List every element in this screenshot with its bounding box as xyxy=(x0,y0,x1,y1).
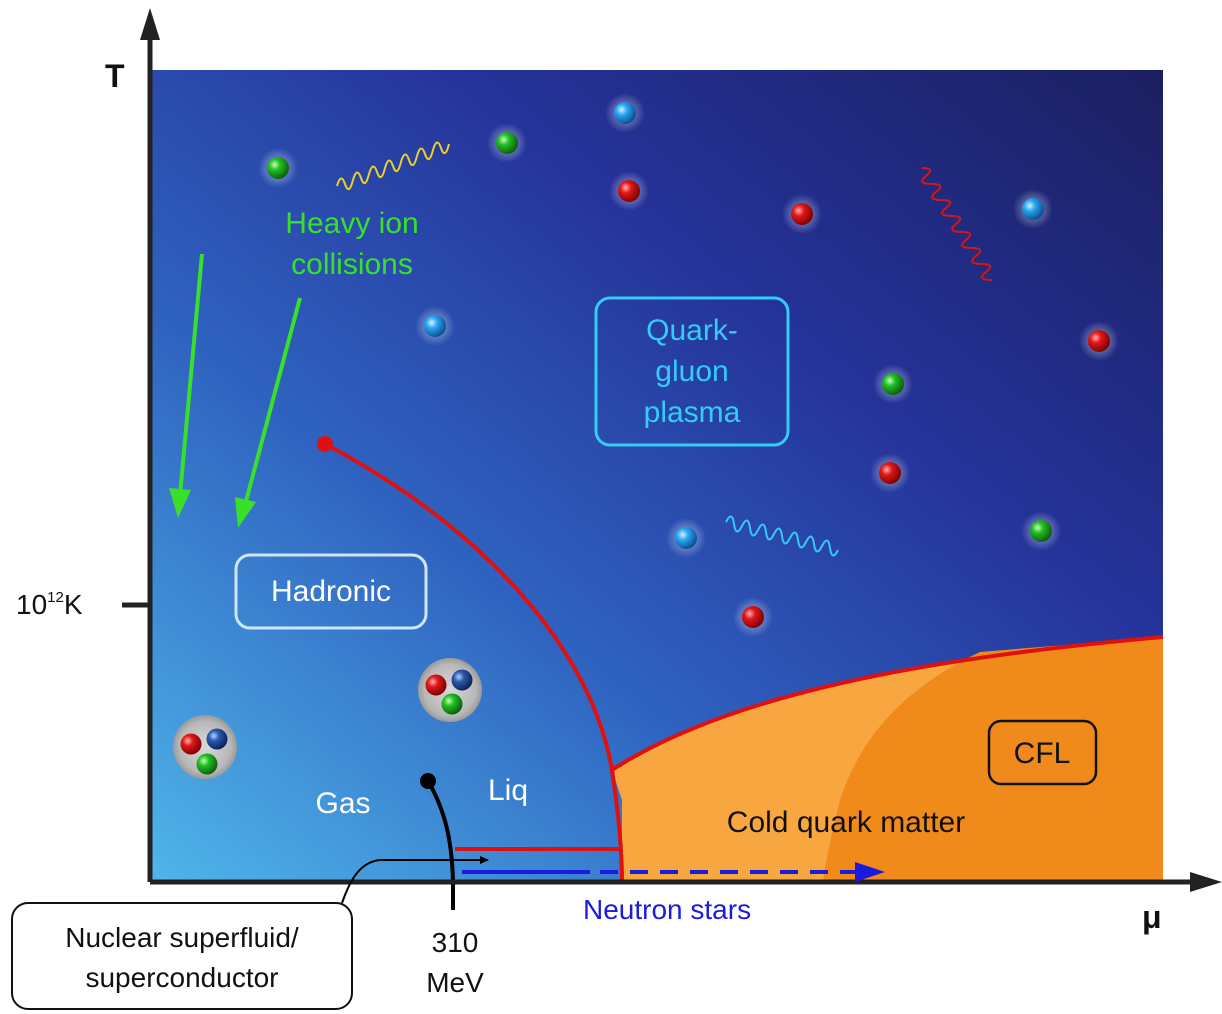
heavy-ion-label-line2: collisions xyxy=(291,248,413,281)
x-axis-arrowhead xyxy=(1190,872,1222,892)
quark-green-icon xyxy=(487,123,527,163)
gluon-yellow-wavy-icon xyxy=(336,141,450,191)
quark-red-icon xyxy=(1079,321,1119,361)
gluon-cyan-wavy-icon xyxy=(725,515,839,557)
y-axis-label: T xyxy=(105,58,125,94)
liq-label: Liq xyxy=(488,774,528,807)
y-tick-label: 1012K xyxy=(16,589,83,620)
hadron-cluster-icon xyxy=(418,658,482,722)
qgp-label-line3: plasma xyxy=(644,396,741,429)
critical-point-marker xyxy=(317,436,333,452)
hadronic-label: Hadronic xyxy=(271,575,391,608)
quark-blue-icon xyxy=(666,518,706,558)
liquid-gas-boundary-line xyxy=(426,779,455,910)
gas-label: Gas xyxy=(315,787,370,820)
cold-quark-matter-label: Cold quark matter xyxy=(727,806,965,839)
qgp-box xyxy=(594,296,790,447)
quark-red-icon xyxy=(733,597,773,637)
gluon-red-wavy-icon xyxy=(921,167,993,281)
cfl-boundary-line xyxy=(610,635,1164,772)
cfl-box xyxy=(987,719,1098,786)
heavy-ion-arrow-right-icon xyxy=(235,297,302,528)
hadron-qgp-boundary-line xyxy=(324,442,624,883)
nuclear-superfluid-pointer xyxy=(341,856,489,904)
quark-blue-icon xyxy=(1013,189,1053,229)
quark-red-icon xyxy=(870,453,910,493)
cfl-label: CFL xyxy=(1014,737,1071,770)
hadron-cluster-icon xyxy=(173,715,237,779)
quark-red-icon xyxy=(609,171,649,211)
liquid-gas-critical-point xyxy=(420,773,436,789)
quark-red-icon xyxy=(782,194,822,234)
hadronic-box xyxy=(234,553,428,630)
quark-blue-icon xyxy=(415,306,455,346)
qgp-label-line2: gluon xyxy=(655,355,728,388)
x-tick-label-line2: MeV xyxy=(426,967,484,998)
neutron-stars-arrowhead xyxy=(855,862,885,882)
y-axis-arrowhead xyxy=(140,8,160,40)
neutron-stars-label: Neutron stars xyxy=(583,894,751,925)
heavy-ion-label-line1: Heavy ion xyxy=(285,207,418,240)
heavy-ion-arrow-left-icon xyxy=(169,253,204,518)
nuclear-superfluid-label-line1: Nuclear superfluid/ xyxy=(65,922,299,953)
x-tick-label-line1: 310 xyxy=(432,927,479,958)
nuclear-superfluid-label-line2: superconductor xyxy=(85,962,278,993)
nuclear-superfluid-box xyxy=(11,902,353,1010)
cfl-region xyxy=(823,637,1163,882)
quark-particles xyxy=(258,93,1119,637)
quark-green-icon xyxy=(873,364,913,404)
quark-blue-icon xyxy=(605,93,645,133)
qgp-label-line1: Quark- xyxy=(646,314,738,347)
quark-green-icon xyxy=(258,148,298,188)
x-axis-label: μ xyxy=(1142,899,1162,935)
quark-green-icon xyxy=(1021,511,1061,551)
